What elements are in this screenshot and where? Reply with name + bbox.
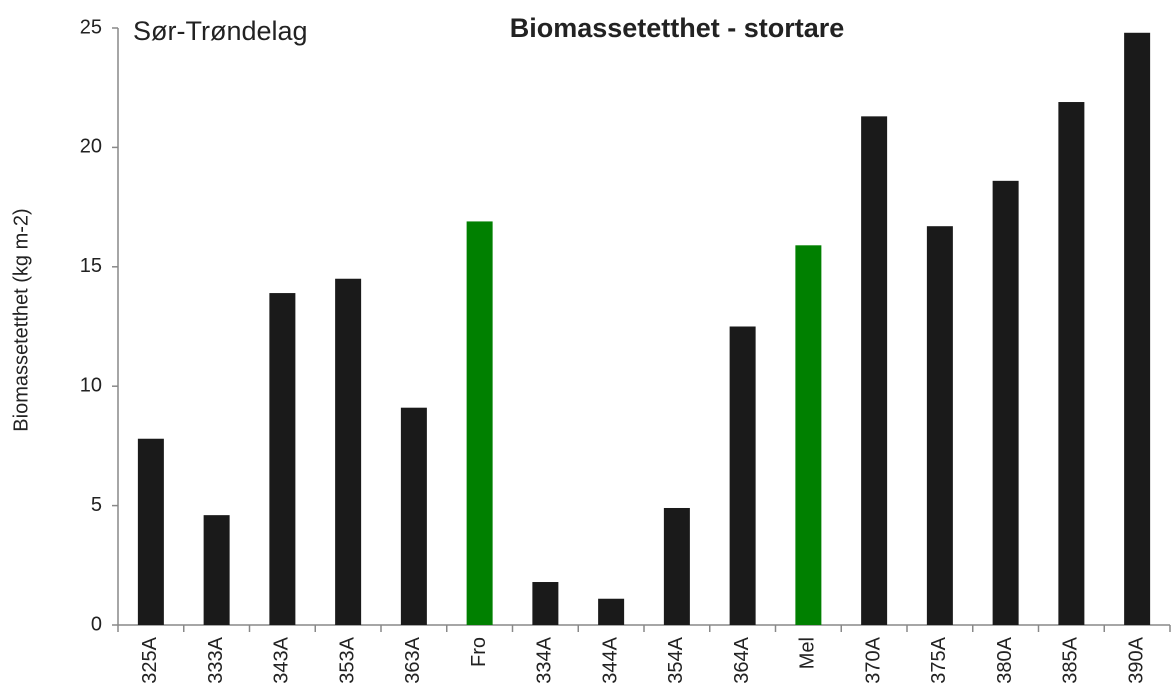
x-tick-label: 390A xyxy=(1125,636,1147,683)
y-axis-label: Biomassetetthet (kg m-2) xyxy=(10,208,32,431)
y-tick-label: 25 xyxy=(80,16,102,38)
bar xyxy=(335,278,362,625)
x-tick-label: 364A xyxy=(731,636,753,683)
annotation: Sør-Trøndelag xyxy=(133,16,308,46)
bar xyxy=(137,438,164,625)
x-tick-label: 375A xyxy=(928,636,950,683)
x-tick-label: 354A xyxy=(665,636,687,683)
bar xyxy=(729,326,756,625)
x-tick-label: Fro xyxy=(468,637,490,667)
bar xyxy=(1058,102,1085,625)
y-tick-label: 10 xyxy=(80,374,102,396)
x-tick-label: 353A xyxy=(336,636,358,683)
bar xyxy=(598,598,625,625)
bar xyxy=(663,507,690,625)
bar xyxy=(400,407,427,625)
x-tick-label: 333A xyxy=(205,636,227,683)
bar xyxy=(992,180,1019,625)
bar xyxy=(1124,32,1151,625)
x-tick-label: 363A xyxy=(402,636,424,683)
y-tick-label: 15 xyxy=(80,255,102,277)
y-tick-label: 5 xyxy=(91,494,102,516)
y-tick-label: 20 xyxy=(80,136,102,158)
bar xyxy=(795,245,822,626)
y-tick-label: 0 xyxy=(91,613,102,635)
x-tick-label: 385A xyxy=(1060,636,1082,683)
x-tick-label: 380A xyxy=(994,636,1016,683)
bar xyxy=(532,582,559,625)
x-tick-label: 325A xyxy=(139,636,161,683)
bar xyxy=(203,515,230,625)
chart-title: Biomassetetthet - stortare xyxy=(510,13,845,43)
x-tick-label: 343A xyxy=(271,636,293,683)
bar xyxy=(926,226,953,626)
x-tick-label: 334A xyxy=(534,636,556,683)
bar xyxy=(269,293,296,625)
bar xyxy=(466,221,493,626)
bar xyxy=(861,116,888,625)
x-tick-label: 370A xyxy=(862,636,884,683)
x-tick-label: 344A xyxy=(599,636,621,683)
x-tick-label: Mel xyxy=(797,637,819,669)
